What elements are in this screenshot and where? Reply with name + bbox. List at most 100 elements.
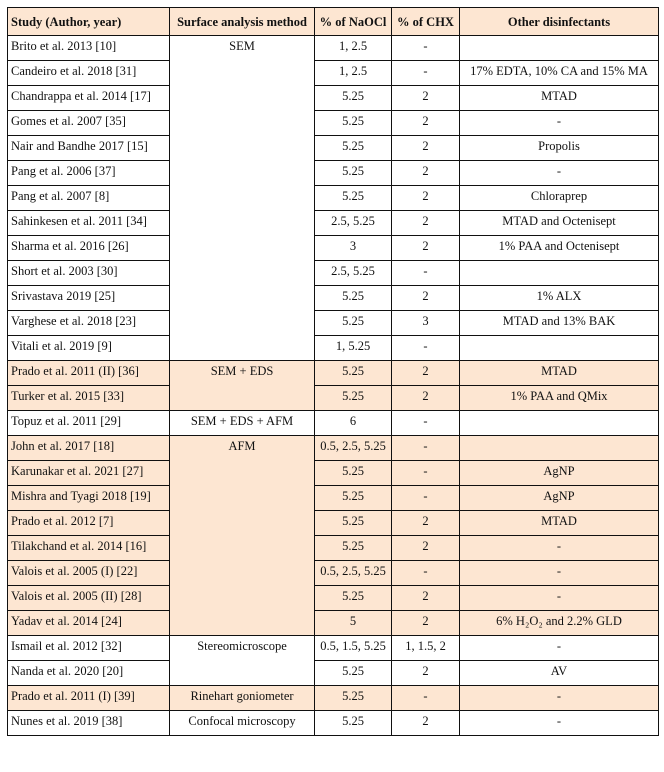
cell-study: Prado et al. 2011 (II) [36] bbox=[7, 360, 170, 386]
cell-other: - bbox=[459, 585, 659, 611]
cell-naocl: 5.25 bbox=[314, 485, 392, 511]
table-body: Brito et al. 2013 [10] SEM 1, 2.5- Candeiro… bbox=[7, 35, 659, 736]
cell-other: MTAD and 13% BAK bbox=[459, 310, 659, 336]
cell-other: - bbox=[459, 535, 659, 561]
table-row: Gomes et al. 2007 [35] 5.25 2- bbox=[7, 110, 659, 136]
cell-chx: - bbox=[391, 435, 460, 461]
cell-chx: 2 bbox=[391, 135, 460, 161]
studies-table: Study (Author, year) Surface analysis me… bbox=[7, 7, 659, 736]
cell-other bbox=[459, 260, 659, 286]
cell-other: 1% PAA and QMix bbox=[459, 385, 659, 411]
cell-study: Brito et al. 2013 [10] bbox=[7, 35, 170, 61]
cell-study: Valois et al. 2005 (II) [28] bbox=[7, 585, 170, 611]
cell-chx: - bbox=[391, 60, 460, 86]
cell-study: Pang et al. 2006 [37] bbox=[7, 160, 170, 186]
cell-chx: 2 bbox=[391, 210, 460, 236]
cell-method: Confocal microscopy bbox=[169, 710, 315, 736]
cell-study: Karunakar et al. 2021 [27] bbox=[7, 460, 170, 486]
cell-naocl: 5.25 bbox=[314, 385, 392, 411]
cell-naocl: 5.25 bbox=[314, 110, 392, 136]
cell-other bbox=[459, 410, 659, 436]
cell-chx: - bbox=[391, 560, 460, 586]
cell-study: Mishra and Tyagi 2018 [19] bbox=[7, 485, 170, 511]
cell-method: Stereomicroscope bbox=[169, 635, 315, 686]
cell-other: AgNP bbox=[459, 460, 659, 486]
cell-naocl: 5.25 bbox=[314, 510, 392, 536]
table-row: Valois et al. 2005 (II) [28] 5.25 2- bbox=[7, 585, 659, 611]
cell-study: Varghese et al. 2018 [23] bbox=[7, 310, 170, 336]
table-row: Nunes et al. 2019 [38] Confocal microscop… bbox=[7, 710, 659, 736]
cell-chx: 2 bbox=[391, 385, 460, 411]
cell-chx: 2 bbox=[391, 160, 460, 186]
table-row: Sharma et al. 2016 [26] 3 2 1% PAA and Octe… bbox=[7, 235, 659, 261]
cell-chx: 2 bbox=[391, 610, 460, 636]
cell-naocl: 3 bbox=[314, 235, 392, 261]
cell-chx: 2 bbox=[391, 510, 460, 536]
header-naocl: % of NaOCl bbox=[314, 7, 392, 36]
cell-naocl: 5.25 bbox=[314, 160, 392, 186]
header-study: Study (Author, year) bbox=[7, 7, 170, 36]
cell-study: Pang et al. 2007 [8] bbox=[7, 185, 170, 211]
cell-naocl: 5.25 bbox=[314, 185, 392, 211]
cell-naocl: 2.5, 5.25 bbox=[314, 260, 392, 286]
table-row: Ismail et al. 2012 [32] Stereomicroscope 0… bbox=[7, 635, 659, 686]
cell-naocl: 1, 5.25 bbox=[314, 335, 392, 361]
cell-other: - bbox=[459, 160, 659, 186]
cell-other: MTAD and Octenisept bbox=[459, 210, 659, 236]
cell-naocl: 5 bbox=[314, 610, 392, 636]
cell-other: Chloraprep bbox=[459, 185, 659, 211]
cell-chx: 2 bbox=[391, 710, 460, 736]
cell-study: John et al. 2017 [18] bbox=[7, 435, 170, 461]
cell-study: Prado et al. 2012 [7] bbox=[7, 510, 170, 536]
cell-naocl: 2.5, 5.25 bbox=[314, 210, 392, 236]
cell-method: AFM bbox=[169, 435, 315, 636]
cell-naocl: 0.5, 1.5, 5.25 bbox=[314, 635, 392, 661]
cell-naocl: 1, 2.5 bbox=[314, 35, 392, 61]
cell-chx: - bbox=[391, 260, 460, 286]
table-row: Topuz et al. 2011 [29] SEM + EDS + AFM 6- bbox=[7, 410, 659, 436]
table-row: Candeiro et al. 2018 [31] 1, 2.5-17% EDTA… bbox=[7, 60, 659, 86]
table-row: John et al. 2017 [18] AFM 0.5, 2.5, 5.25- bbox=[7, 435, 659, 636]
cell-other: 1% ALX bbox=[459, 285, 659, 311]
cell-other: MTAD bbox=[459, 510, 659, 536]
cell-study: Candeiro et al. 2018 [31] bbox=[7, 60, 170, 86]
table-row: Pang et al. 2007 [8] 5.25 2 Chloraprep bbox=[7, 185, 659, 211]
cell-other: AgNP bbox=[459, 485, 659, 511]
table-row: Sahinkesen et al. 2011 [34] 2.5, 5.25 2 MTA… bbox=[7, 210, 659, 236]
cell-chx: 2 bbox=[391, 360, 460, 386]
cell-other: MTAD bbox=[459, 360, 659, 386]
cell-study: Topuz et al. 2011 [29] bbox=[7, 410, 170, 436]
table-row: Short et al. 2003 [30] 2.5, 5.25- bbox=[7, 260, 659, 286]
table-row: Mishra and Tyagi 2018 [19] 5.25- AgNP bbox=[7, 485, 659, 511]
table-row: Brito et al. 2013 [10] SEM 1, 2.5- bbox=[7, 35, 659, 361]
cell-other: - bbox=[459, 110, 659, 136]
table-row: Yadav et al. 2014 [24] 5 2 6% H₂O₂ and 2.2%… bbox=[7, 610, 659, 636]
table-row: Chandrappa et al. 2014 [17] 5.25 2 MTAD bbox=[7, 85, 659, 111]
cell-study: Chandrappa et al. 2014 [17] bbox=[7, 85, 170, 111]
table-row: Prado et al. 2011 (II) [36] SEM + EDS 5.25… bbox=[7, 360, 659, 411]
table-row: Prado et al. 2011 (I) [39] Rinehart gonio… bbox=[7, 685, 659, 711]
cell-study: Yadav et al. 2014 [24] bbox=[7, 610, 170, 636]
table-row: Prado et al. 2012 [7] 5.25 2 MTAD bbox=[7, 510, 659, 536]
cell-naocl: 5.25 bbox=[314, 585, 392, 611]
cell-method: Rinehart goniometer bbox=[169, 685, 315, 711]
cell-naocl: 5.25 bbox=[314, 710, 392, 736]
cell-other: MTAD bbox=[459, 85, 659, 111]
table-row: Tilakchand et al. 2014 [16] 5.25 2- bbox=[7, 535, 659, 561]
cell-chx: 2 bbox=[391, 660, 460, 686]
cell-other: 17% EDTA, 10% CA and 15% MA bbox=[459, 60, 659, 86]
header-other: Other disinfectants bbox=[459, 7, 659, 36]
cell-study: Tilakchand et al. 2014 [16] bbox=[7, 535, 170, 561]
cell-naocl: 1, 2.5 bbox=[314, 60, 392, 86]
cell-study: Prado et al. 2011 (I) [39] bbox=[7, 685, 170, 711]
cell-chx: 2 bbox=[391, 85, 460, 111]
cell-study: Turker et al. 2015 [33] bbox=[7, 385, 170, 411]
cell-study: Gomes et al. 2007 [35] bbox=[7, 110, 170, 136]
cell-other bbox=[459, 35, 659, 61]
cell-study: Sharma et al. 2016 [26] bbox=[7, 235, 170, 261]
cell-naocl: 5.25 bbox=[314, 135, 392, 161]
cell-naocl: 5.25 bbox=[314, 460, 392, 486]
cell-naocl: 5.25 bbox=[314, 360, 392, 386]
cell-other: 1% PAA and Octenisept bbox=[459, 235, 659, 261]
cell-method: SEM + EDS bbox=[169, 360, 315, 411]
